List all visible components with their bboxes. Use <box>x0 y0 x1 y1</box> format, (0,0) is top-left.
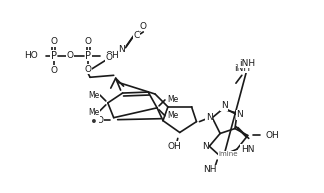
Text: O: O <box>105 53 112 62</box>
Text: OH: OH <box>168 142 182 151</box>
Text: O: O <box>67 51 74 60</box>
Text: N: N <box>118 45 125 54</box>
Text: N: N <box>206 113 213 122</box>
Text: O: O <box>140 22 147 30</box>
Text: Me: Me <box>167 96 178 104</box>
Text: NH: NH <box>203 165 216 174</box>
Text: OH: OH <box>106 51 120 60</box>
Text: O: O <box>50 37 57 46</box>
Text: Me: Me <box>89 108 100 117</box>
Text: O: O <box>50 66 57 75</box>
Text: N: N <box>221 101 227 110</box>
Text: C: C <box>133 31 140 40</box>
Text: OH: OH <box>265 131 279 140</box>
Text: Me: Me <box>167 111 178 120</box>
Text: iNH: iNH <box>234 64 250 73</box>
Text: HO: HO <box>24 51 38 60</box>
Text: O: O <box>85 65 92 74</box>
Text: P: P <box>85 51 91 61</box>
Text: O: O <box>85 37 92 46</box>
Text: imine: imine <box>218 151 238 157</box>
Text: N: N <box>237 110 243 119</box>
Text: P: P <box>51 51 57 61</box>
Text: HN: HN <box>241 145 254 154</box>
Text: O: O <box>97 116 103 125</box>
Text: Me: Me <box>89 91 100 100</box>
Text: iNH: iNH <box>239 59 255 68</box>
Text: •: • <box>90 116 98 129</box>
Text: N: N <box>202 142 209 151</box>
